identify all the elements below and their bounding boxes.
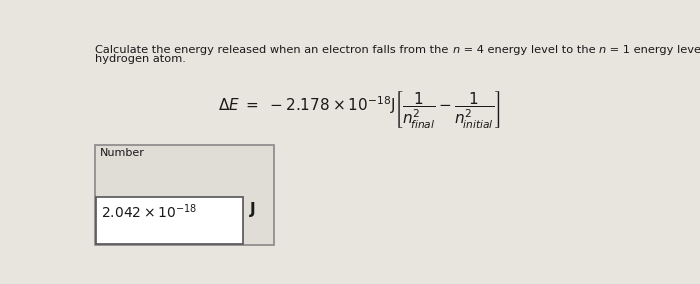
Text: Number: Number [100,148,145,158]
Bar [95,145,274,245]
Bar [96,197,244,243]
Text: $\Delta E \ = \ -2.178 \times 10^{-18} \mathrm{J}\left[\dfrac{1}{n^{2}_{\!final}: $\Delta E \ = \ -2.178 \times 10^{-18} \… [218,89,500,130]
Text: Calculate the energy released when an electron falls from the: Calculate the energy released when an el… [95,45,452,55]
Text: = 1 energy level in a: = 1 energy level in a [606,45,700,55]
Text: hydrogen atom.: hydrogen atom. [95,54,186,64]
Text: n: n [598,45,606,55]
Text: $2.042 \times 10^{-18}$: $2.042 \times 10^{-18}$ [101,202,197,221]
Text: = 4 energy level to the: = 4 energy level to the [459,45,598,55]
Text: n: n [452,45,459,55]
Text: J: J [249,202,255,217]
